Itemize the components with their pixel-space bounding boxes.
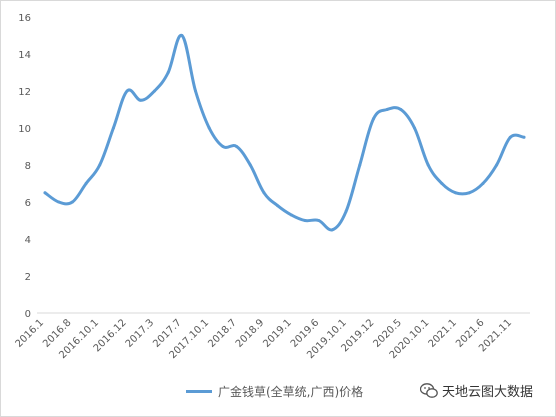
- y-tick-label: 0: [25, 309, 31, 320]
- data-point: [413, 126, 417, 130]
- data-point: [289, 213, 293, 217]
- x-axis-ticks: 2016.12016.82016.10.12016.122017.32017.7…: [14, 317, 515, 361]
- data-point: [303, 219, 307, 222]
- y-axis-ticks: 0 2 4 6 8 10 12 14 16: [18, 13, 31, 320]
- x-tick-label: 2021.1: [427, 317, 460, 350]
- data-point: [139, 98, 143, 102]
- wechat-icon: [420, 382, 438, 399]
- y-tick-label: 6: [25, 198, 31, 209]
- watermark: 天地云图大数据: [420, 381, 533, 400]
- data-point: [248, 163, 252, 167]
- x-tick-label: 2018.9: [234, 317, 267, 350]
- series-points: [43, 34, 526, 232]
- data-point: [194, 89, 198, 93]
- legend-swatch: [186, 390, 212, 393]
- data-point: [426, 163, 430, 167]
- data-point: [98, 163, 102, 167]
- data-point: [399, 108, 403, 111]
- x-tick-label: 2018.7: [206, 317, 239, 350]
- data-point: [330, 228, 334, 232]
- data-point: [57, 200, 61, 204]
- data-point: [317, 219, 321, 222]
- legend-label: 广金钱草(全草统,广西)价格: [218, 385, 364, 399]
- legend: 广金钱草(全草统,广西)价格: [186, 383, 363, 400]
- data-point: [180, 34, 184, 37]
- x-tick-label: 2019.1: [261, 317, 294, 350]
- data-point: [43, 191, 47, 195]
- data-point: [235, 145, 239, 148]
- data-point: [454, 191, 458, 195]
- y-tick-label: 14: [18, 50, 31, 61]
- y-tick-label: 12: [18, 87, 31, 98]
- watermark-text: 天地云图大数据: [442, 385, 534, 400]
- y-tick-label: 10: [18, 124, 31, 135]
- x-tick-label: 2017.3: [124, 317, 157, 350]
- data-point: [221, 145, 225, 148]
- series-line: [43, 33, 526, 232]
- data-point: [262, 191, 266, 195]
- y-tick-label: 2: [25, 272, 31, 283]
- data-point: [344, 209, 348, 213]
- data-point: [508, 135, 512, 139]
- data-point: [207, 126, 211, 130]
- data-point: [70, 200, 74, 204]
- data-point: [467, 191, 471, 195]
- y-tick-label: 16: [18, 13, 31, 24]
- data-point: [371, 117, 375, 121]
- data-point: [152, 89, 156, 93]
- data-point: [125, 89, 129, 93]
- data-point: [522, 135, 526, 139]
- y-tick-label: 8: [25, 161, 31, 172]
- data-point: [84, 182, 88, 185]
- data-point: [166, 71, 170, 74]
- data-point: [440, 182, 444, 185]
- data-point: [385, 108, 389, 111]
- data-point: [481, 182, 485, 185]
- data-point: [495, 163, 499, 167]
- x-tick-label: 2016.1: [14, 317, 47, 350]
- data-point: [276, 204, 280, 208]
- y-tick-label: 4: [25, 235, 31, 246]
- data-point: [358, 163, 362, 167]
- data-point: [111, 126, 115, 130]
